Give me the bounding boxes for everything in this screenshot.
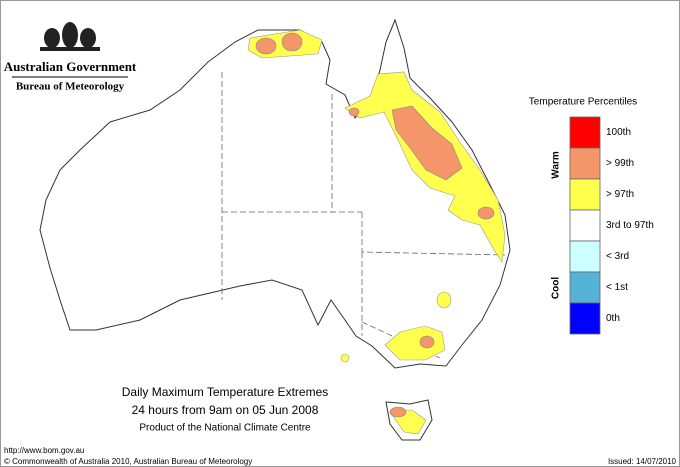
legend: 100th > 99th > 97th 3rd to 97th < 3rd < 1st 0t… bbox=[569, 116, 654, 335]
footer-issued: Issued: 14/07/2010 bbox=[608, 457, 677, 466]
caption-period: 24 hours from 9am on 05 Jun 2008 bbox=[132, 403, 319, 417]
legend-swatch bbox=[569, 209, 601, 242]
legend-swatch bbox=[569, 271, 601, 304]
footer-url: http://www.bom.gov.au bbox=[4, 446, 84, 455]
bureau-name: Bureau of Meteorology bbox=[16, 81, 125, 93]
legend-cool: Cool bbox=[551, 277, 562, 299]
crest bbox=[40, 22, 100, 51]
caption-title: Daily Maximum Temperature Extremes bbox=[122, 385, 329, 399]
legend-warm: Warm bbox=[551, 151, 562, 179]
legend-label: > 97th bbox=[606, 189, 634, 200]
footer-copyright: © Commonwealth of Australia 2010, Austra… bbox=[4, 457, 252, 466]
legend-label: < 3rd bbox=[606, 251, 629, 262]
legend-swatch bbox=[569, 178, 601, 211]
legend-swatch bbox=[569, 302, 601, 335]
legend-label: 0th bbox=[606, 313, 620, 324]
legend-label: < 1st bbox=[606, 282, 628, 293]
warm-areas bbox=[247, 29, 506, 435]
legend-swatch bbox=[569, 240, 601, 273]
legend-label: 3rd to 97th bbox=[606, 220, 654, 231]
caption-product: Product of the National Climate Centre bbox=[139, 423, 311, 434]
legend-label: 100th bbox=[606, 127, 631, 138]
legend-swatch bbox=[569, 147, 601, 180]
government-name: Australian Government bbox=[4, 59, 137, 74]
legend-swatch bbox=[569, 116, 601, 149]
legend-title: Temperature Percentiles bbox=[529, 97, 637, 108]
legend-label: > 99th bbox=[606, 158, 634, 169]
state-borders bbox=[221, 72, 506, 359]
